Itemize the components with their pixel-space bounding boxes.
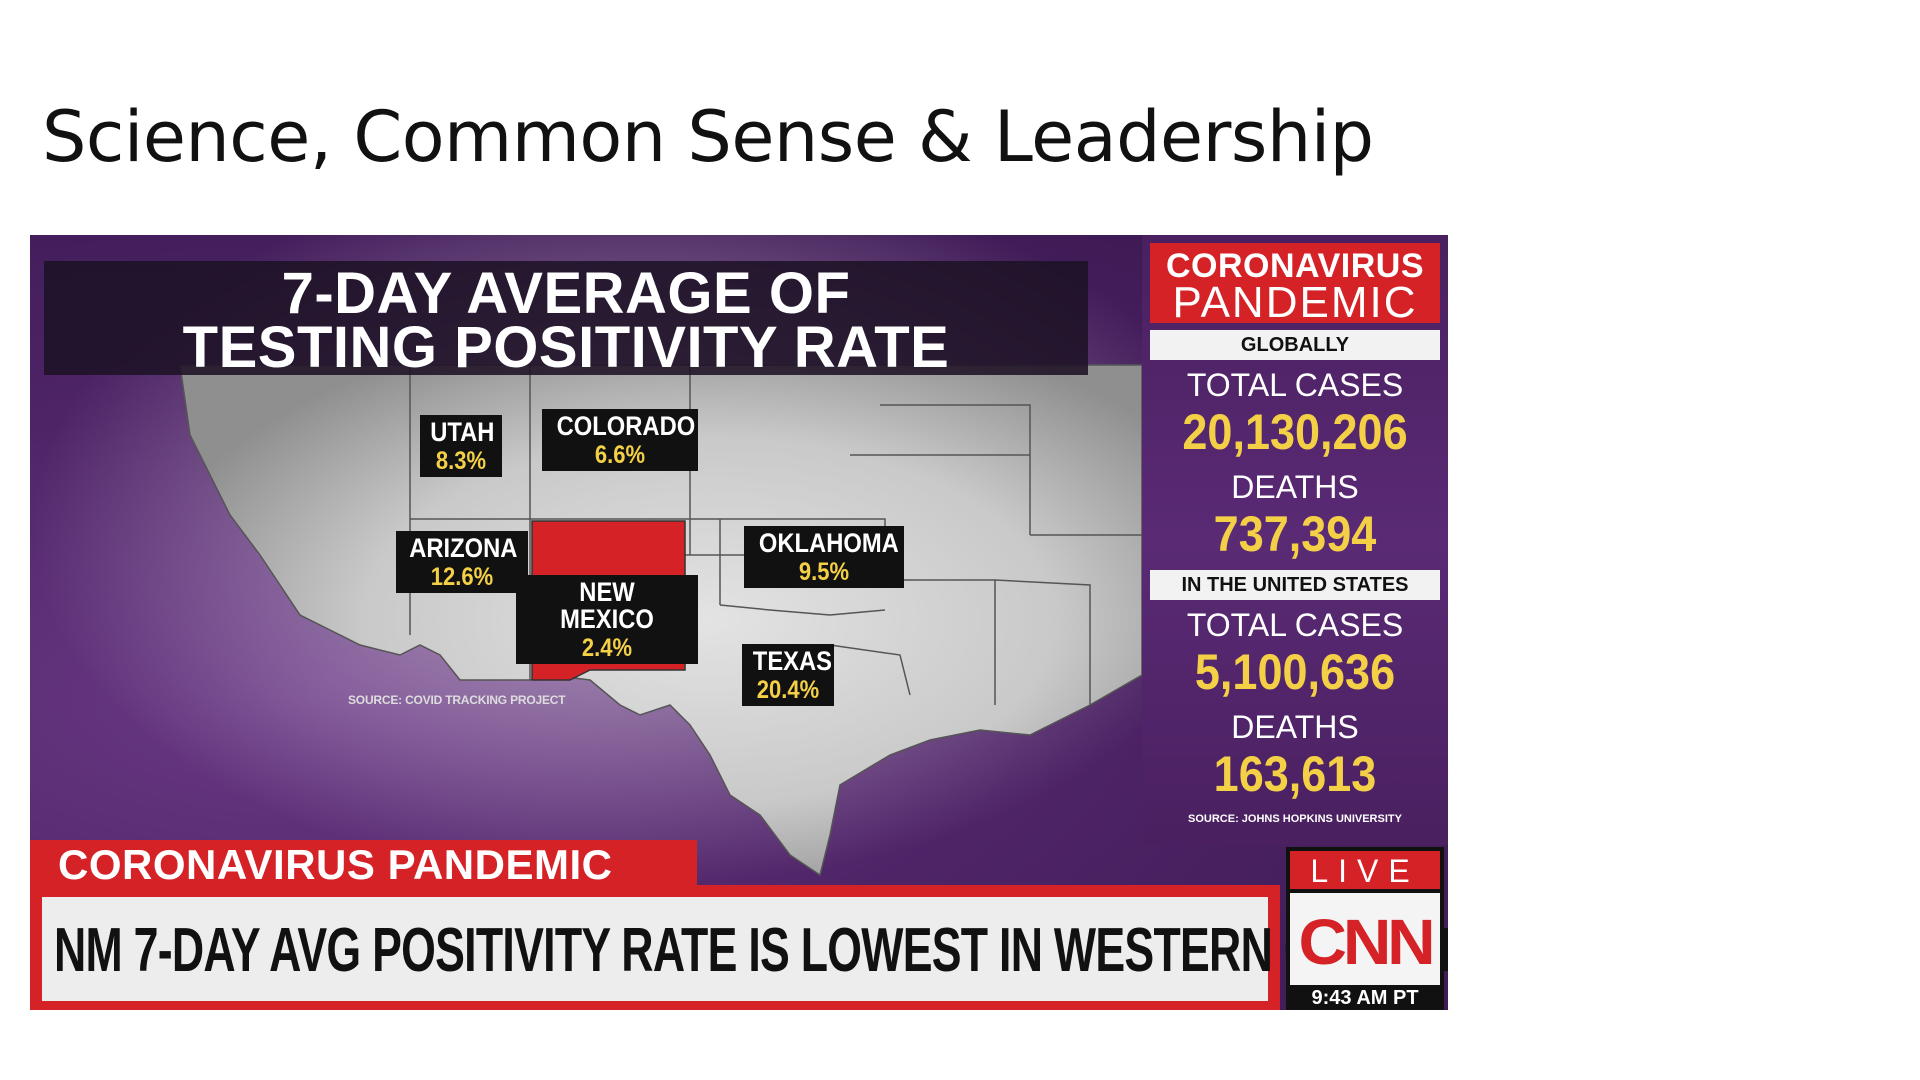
state-label-new-mexico: NEW MEXICO 2.4% bbox=[516, 575, 698, 664]
state-rate: 8.3% bbox=[435, 447, 487, 475]
broadcast-clock: 9:43 AM PT bbox=[1311, 987, 1419, 1009]
global-cases-label: TOTAL CASES bbox=[1186, 367, 1404, 403]
state-rate: 2.4% bbox=[581, 634, 633, 662]
panel-brand: CORONAVIRUS PANDEMIC bbox=[1150, 243, 1440, 327]
state-rate: 12.6% bbox=[430, 563, 494, 591]
us-cases-label: TOTAL CASES bbox=[1186, 607, 1404, 643]
state-label-colorado: COLORADO 6.6% bbox=[542, 409, 698, 471]
brand-line-1: CORONAVIRUS bbox=[1166, 247, 1424, 285]
global-cases-value: 20,130,206 bbox=[1182, 404, 1408, 460]
graphic-headline: 7-DAY AVERAGE OF TESTING POSITIVITY RATE bbox=[44, 261, 1088, 380]
live-bug: LIVE CNN 9:43 AM PT bbox=[1286, 847, 1444, 1010]
panel-source: SOURCE: JOHNS HOPKINS UNIVERSITY bbox=[1188, 813, 1402, 825]
global-deaths-value: 737,394 bbox=[1213, 506, 1377, 562]
stats-panel: CORONAVIRUS PANDEMIC GLOBALLY TOTAL CASE… bbox=[1142, 235, 1448, 845]
network-logo: CNN bbox=[1290, 893, 1440, 985]
ticker-text: NM 7-DAY AVG POSITIVITY RATE IS LOWEST I… bbox=[54, 916, 1448, 985]
brand-line-2: PANDEMIC bbox=[1172, 278, 1418, 327]
state-name: NEW MEXICO bbox=[560, 577, 654, 634]
state-name: OKLAHOMA bbox=[758, 528, 899, 558]
us-band: IN THE UNITED STATES bbox=[1150, 570, 1440, 600]
network-logo-text: CNN bbox=[1298, 906, 1436, 978]
headline-line-2: TESTING POSITIVITY RATE bbox=[182, 315, 950, 380]
state-rate: 20.4% bbox=[756, 676, 820, 704]
state-label-texas: TEXAS 20.4% bbox=[742, 644, 834, 706]
state-rate: 9.5% bbox=[798, 558, 850, 586]
state-name: ARIZONA bbox=[409, 533, 518, 563]
lower-third-tag: CORONAVIRUS PANDEMIC bbox=[30, 840, 697, 888]
us-cases-value: 5,100,636 bbox=[1194, 644, 1396, 700]
state-name: TEXAS bbox=[752, 646, 833, 676]
us-deaths-value: 163,613 bbox=[1213, 746, 1377, 802]
headline-line-1: 7-DAY AVERAGE OF bbox=[281, 261, 851, 326]
state-name: UTAH bbox=[430, 417, 495, 447]
ticker-background: NM 7-DAY AVG POSITIVITY RATE IS LOWEST I… bbox=[42, 897, 1448, 1001]
news-screenshot: 7-DAY AVERAGE OF TESTING POSITIVITY RATE… bbox=[30, 235, 1448, 1010]
live-label: LIVE bbox=[1290, 851, 1440, 889]
state-rate: 6.6% bbox=[594, 441, 646, 469]
global-band: GLOBALLY bbox=[1150, 330, 1440, 360]
state-label-arizona: ARIZONA 12.6% bbox=[396, 531, 528, 593]
ticker-bar: NM 7-DAY AVG POSITIVITY RATE IS LOWEST I… bbox=[30, 885, 1448, 1010]
state-label-oklahoma: OKLAHOMA 9.5% bbox=[744, 526, 904, 588]
us-deaths-label: DEATHS bbox=[1231, 709, 1359, 745]
map-source: SOURCE: COVID TRACKING PROJECT bbox=[348, 693, 566, 707]
state-name: COLORADO bbox=[556, 411, 696, 441]
global-deaths-label: DEATHS bbox=[1231, 469, 1359, 505]
slide-title: Science, Common Sense & Leadership bbox=[42, 96, 1374, 178]
state-label-utah: UTAH 8.3% bbox=[420, 415, 502, 477]
